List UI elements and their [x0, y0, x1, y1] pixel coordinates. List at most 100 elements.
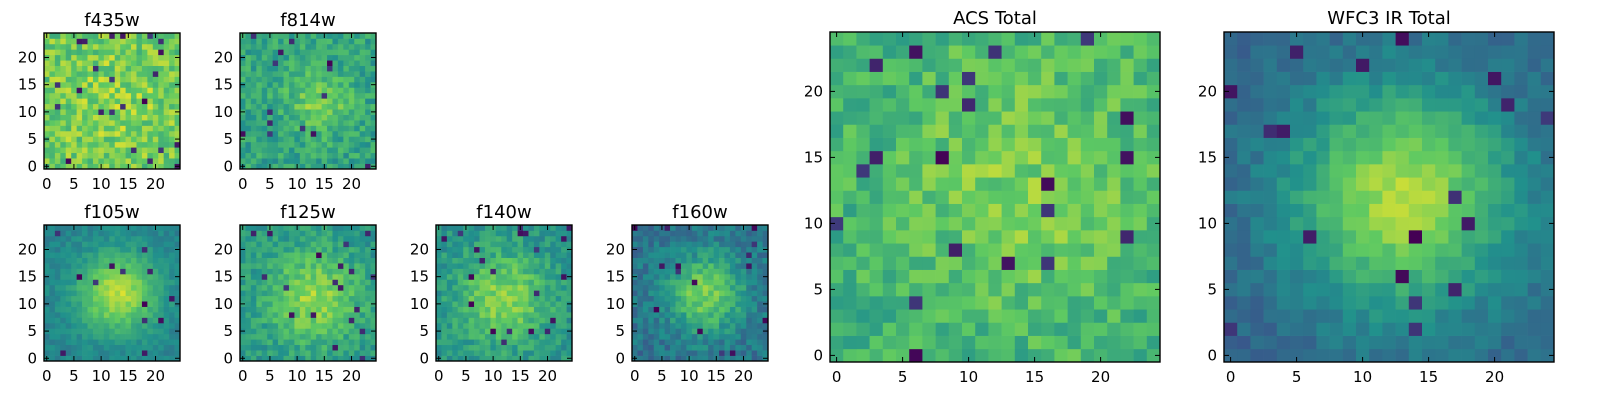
heatmap-cell [131, 350, 137, 356]
heatmap-cell [87, 252, 94, 258]
heatmap-cell [71, 49, 77, 56]
heatmap-cell [365, 328, 371, 335]
heatmap-cell [288, 152, 295, 159]
heatmap-cell [44, 235, 50, 242]
heatmap-cell [1250, 150, 1264, 165]
heatmap-cell [141, 120, 148, 126]
heatmap-cell [240, 317, 246, 324]
heatmap-cell [169, 130, 175, 137]
heatmap-cell [60, 152, 67, 159]
heatmap-cell [948, 164, 963, 178]
heatmap-cell [294, 328, 301, 335]
heatmap-cell [310, 120, 317, 126]
heatmap-cell [659, 328, 665, 335]
heatmap-cell [337, 273, 344, 280]
heatmap-cell [670, 225, 676, 231]
heatmap-cell [256, 257, 263, 264]
heatmap-cell [659, 273, 665, 280]
heatmap-cell [343, 54, 350, 61]
heatmap-cell [261, 33, 268, 39]
heatmap-cell [44, 279, 50, 286]
heatmap-cell [441, 230, 448, 237]
heatmap-cell [659, 322, 665, 329]
heatmap-cell [484, 225, 491, 231]
heatmap-cell [294, 301, 301, 307]
heatmap-cell [321, 246, 328, 253]
heatmap-cell [272, 344, 279, 351]
heatmap-cell [762, 295, 769, 302]
heatmap-cell [495, 301, 502, 307]
heatmap-cell [702, 268, 709, 275]
heatmap-cell [1067, 216, 1082, 231]
heatmap-cell [359, 103, 366, 110]
heatmap-cell [746, 279, 753, 286]
heatmap-cell [92, 350, 99, 356]
heatmap-cell [664, 290, 671, 297]
heatmap-cell [305, 339, 312, 346]
heatmap-cell [1263, 256, 1278, 270]
heatmap-cell [1435, 216, 1449, 231]
heatmap-cell [1408, 230, 1423, 244]
heatmap-cell [54, 147, 61, 154]
heatmap-cell [278, 65, 284, 72]
heatmap-cell [169, 43, 175, 50]
heatmap-cell [316, 54, 322, 61]
heatmap-cell [354, 252, 361, 258]
heatmap-cell [1303, 348, 1317, 363]
heatmap-cell [724, 252, 731, 258]
heatmap-cell [272, 163, 279, 170]
heatmap-cell [1461, 296, 1476, 310]
heatmap-cell [125, 257, 132, 264]
heatmap-cell [708, 290, 714, 297]
heatmap-cell [1224, 322, 1238, 336]
heatmap-cell [240, 152, 246, 159]
heatmap-cell [131, 306, 137, 313]
heatmap-cell [169, 136, 175, 143]
heatmap-cell [141, 152, 148, 159]
heatmap-cell [1448, 296, 1462, 310]
heatmap-cell [1001, 190, 1016, 204]
heatmap-cell [501, 230, 508, 237]
heatmap-cell [751, 355, 758, 362]
heatmap-cell [337, 60, 344, 66]
heatmap-cell [691, 322, 698, 329]
heatmap-cell [697, 230, 704, 237]
heatmap-cell [98, 158, 105, 164]
heatmap-cell [648, 263, 655, 269]
heatmap-cell [120, 33, 126, 39]
heatmap-cell [632, 279, 638, 286]
heatmap-cell [896, 98, 910, 112]
heatmap-cell [463, 246, 469, 253]
heatmap-cell [988, 71, 1002, 86]
heatmap-cell [65, 301, 72, 307]
y-tick-label: 15 [214, 76, 233, 94]
heatmap-cell [163, 152, 170, 159]
heatmap-cell [370, 284, 377, 291]
heatmap-cell [147, 60, 154, 66]
heatmap-cell [1461, 335, 1476, 350]
heatmap-cell [746, 344, 753, 351]
heatmap-cell [632, 350, 638, 356]
heatmap-cell [76, 252, 83, 258]
heatmap-cell [327, 322, 333, 329]
heatmap-cell [316, 333, 322, 340]
heatmap-cell [305, 65, 312, 72]
heatmap-cell [762, 306, 769, 313]
heatmap-cell [566, 263, 573, 269]
heatmap-cell [468, 350, 475, 356]
heatmap-cell [452, 350, 459, 356]
heatmap-cell [746, 350, 753, 356]
heatmap-cell [1237, 296, 1251, 310]
heatmap-cell [484, 317, 491, 324]
heatmap-cell [240, 98, 246, 105]
heatmap-cell [1028, 296, 1042, 310]
heatmap-cell [1290, 164, 1304, 178]
heatmap-cell [856, 71, 870, 86]
heatmap-cell [533, 301, 540, 307]
heatmap-cell [283, 257, 290, 264]
heatmap-cell [544, 241, 551, 248]
heatmap-cell [436, 295, 442, 302]
heatmap-cell [436, 312, 442, 318]
heatmap-cell [948, 58, 963, 72]
